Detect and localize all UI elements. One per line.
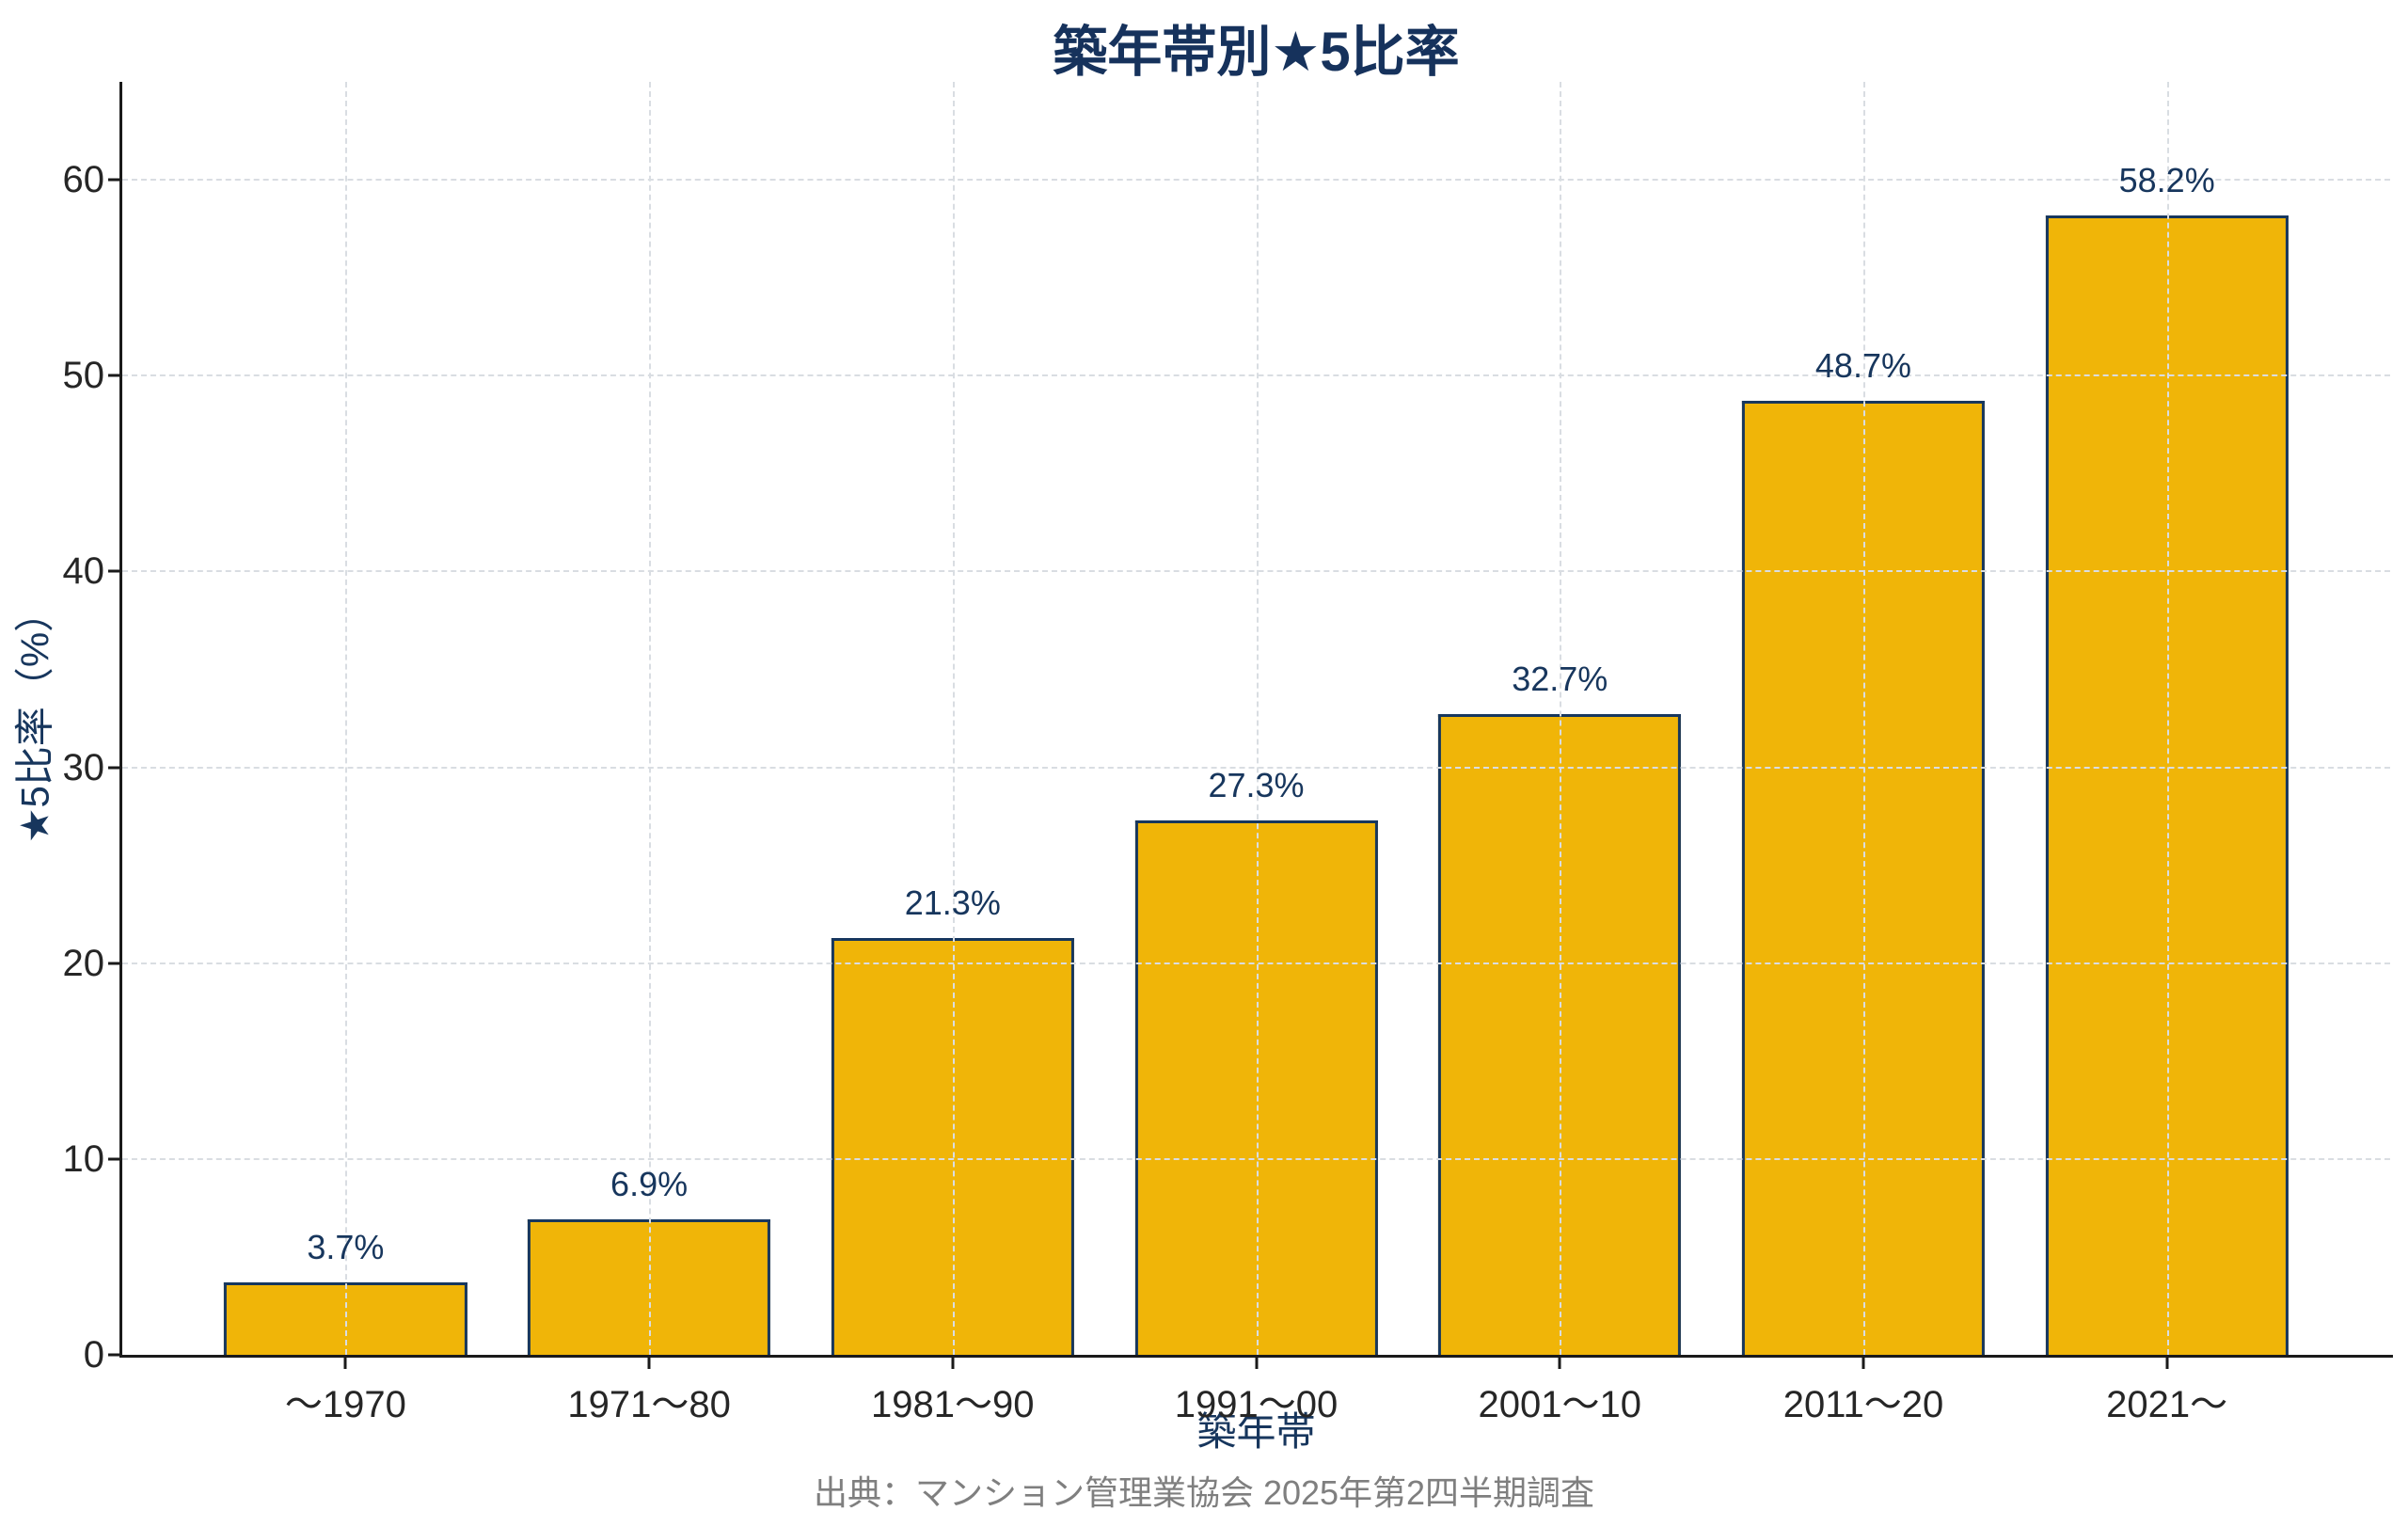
y-tick-mark [108, 374, 119, 377]
bar-value-label: 58.2% [2118, 160, 2215, 199]
bar-value-label: 32.7% [1512, 660, 1608, 699]
y-tick-mark [108, 766, 119, 770]
y-tick-label: 20 [62, 942, 105, 984]
plot-area: 3.7% 〜1970 6.9% 1971〜80 21.3% 1981〜90 27.3% 199… [122, 82, 2390, 1425]
x-tick-label: 2001〜10 [1478, 1384, 1641, 1425]
x-axis-label: 築年帯 [1196, 1409, 1316, 1454]
x-tick-mark [1558, 1355, 1561, 1369]
y-tick-mark [108, 962, 119, 965]
x-tick-mark [1255, 1355, 1259, 1369]
bar-column: 21.3% 1981〜90 [800, 82, 1104, 1425]
y-axis-ticks: 0 10 20 30 40 50 60 [0, 82, 119, 1374]
bar-column: 48.7% 2011〜20 [1712, 82, 2016, 1425]
chart-title: 築年帯別★5比率 [1053, 22, 1460, 83]
bar-column: 32.7% 2001〜10 [1408, 82, 1712, 1425]
bar-value-label: 3.7% [307, 1227, 385, 1266]
vertical-gridline [1256, 82, 1259, 1355]
vertical-gridline [2166, 82, 2169, 1355]
y-tick-label: 40 [62, 550, 105, 593]
x-tick-label: 〜1970 [284, 1384, 406, 1425]
x-tick-mark [951, 1355, 955, 1369]
vertical-gridline [1862, 82, 1865, 1355]
y-tick-mark [108, 569, 119, 573]
y-tick-label: 60 [62, 159, 105, 201]
x-axis-line [119, 1355, 2393, 1358]
vertical-gridline [952, 82, 955, 1355]
x-tick-mark [647, 1355, 651, 1369]
y-axis-line [119, 82, 122, 1358]
bar-column: 58.2% 2021〜 [2015, 82, 2319, 1425]
bar-column: 6.9% 1971〜80 [498, 82, 801, 1425]
x-tick-label: 1981〜90 [871, 1384, 1035, 1425]
x-tick-label: 2011〜20 [1782, 1384, 1944, 1425]
x-tick-label: 1991〜00 [1174, 1384, 1339, 1425]
x-tick-label: 1971〜80 [567, 1384, 731, 1425]
bar-value-label: 6.9% [610, 1165, 689, 1204]
y-tick-label: 0 [83, 1334, 104, 1376]
bar-value-label: 48.7% [1814, 346, 1911, 386]
vertical-gridline [649, 82, 652, 1355]
x-tick-mark [2165, 1355, 2169, 1369]
bar-column: 27.3% 1991〜00 [1104, 82, 1408, 1425]
x-tick-mark [343, 1355, 347, 1369]
y-tick-label: 10 [62, 1137, 105, 1180]
y-axis-label: ★5比率（%） [12, 592, 57, 844]
bar-column: 3.7% 〜1970 [194, 82, 498, 1425]
source-note: 出典：マンション管理業協会 2025年第2四半期調査 [813, 1473, 1595, 1512]
vertical-gridline [345, 82, 348, 1355]
plot-columns: 3.7% 〜1970 6.9% 1971〜80 21.3% 1981〜90 27.3% 199… [194, 82, 2319, 1425]
vertical-gridline [1560, 82, 1562, 1355]
x-tick-mark [1861, 1355, 1865, 1369]
x-tick-label: 2021〜 [2106, 1384, 2228, 1425]
y-tick-label: 30 [62, 746, 105, 788]
bar-value-label: 27.3% [1208, 765, 1305, 804]
y-tick-mark [108, 1157, 119, 1161]
y-tick-mark [108, 1353, 119, 1357]
y-tick-label: 50 [62, 355, 105, 397]
bar-value-label: 21.3% [904, 883, 1001, 922]
y-tick-mark [108, 178, 119, 182]
